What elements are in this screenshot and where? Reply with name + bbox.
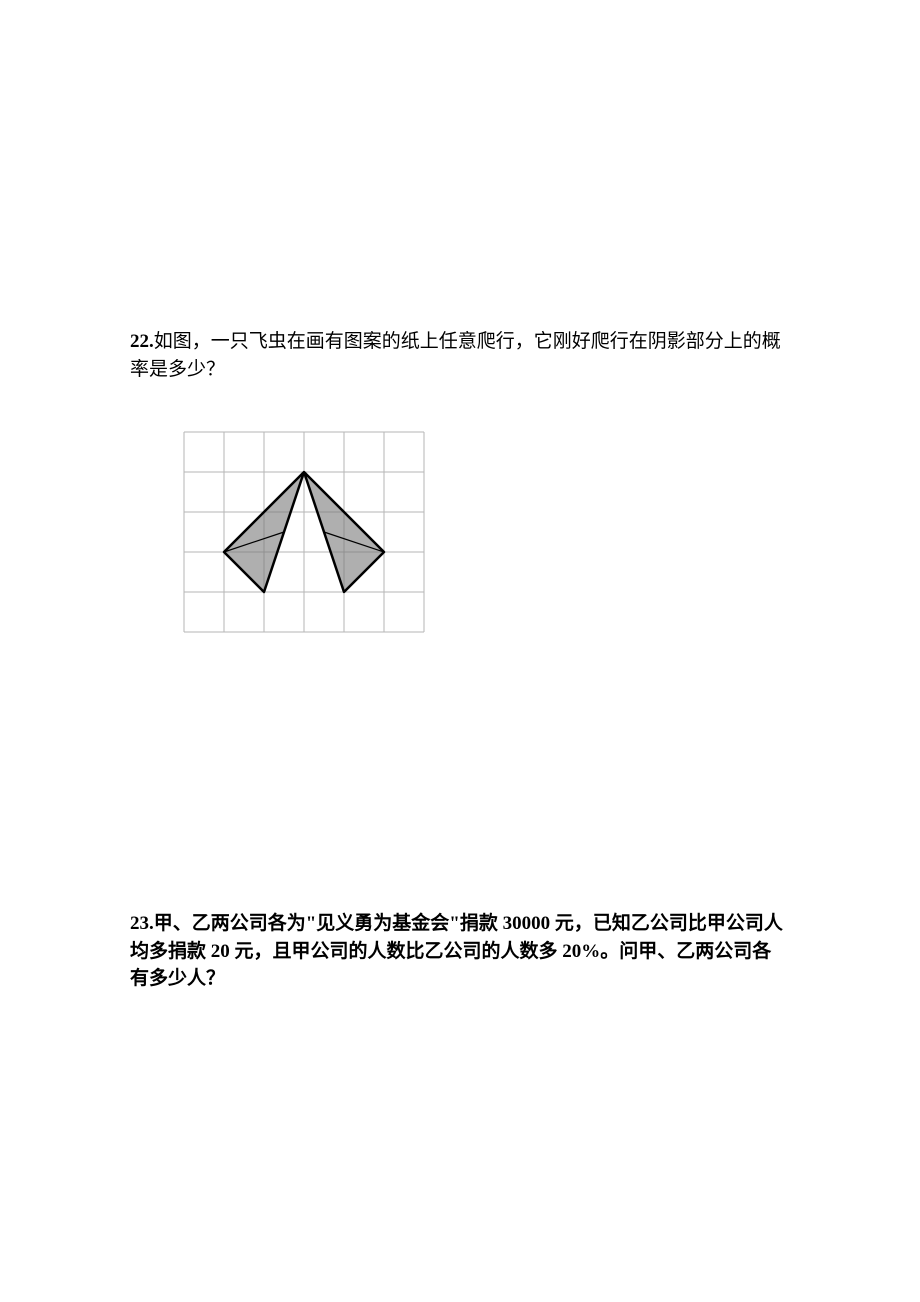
question-23: 23.甲、乙两公司各为"见义勇为基金会"捐款 30000 元，已知乙公司比甲公司… <box>130 910 790 993</box>
question-22-number: 22. <box>130 331 154 352</box>
question-23-text: 23.甲、乙两公司各为"见义勇为基金会"捐款 30000 元，已知乙公司比甲公司… <box>130 910 790 993</box>
diagram-svg <box>180 428 428 638</box>
diagram-grid <box>184 432 424 632</box>
q23-part-3: 20 <box>211 941 230 962</box>
q23-part-4: 元，且甲公司的人数比乙公司的人数多 <box>230 941 563 962</box>
q23-part-1: 30000 <box>503 913 551 934</box>
question-22-text: 22.如图，一只飞虫在画有图案的纸上任意爬行，它刚好爬行在阴影部分上的概率是多少… <box>130 328 790 383</box>
question-22-diagram <box>180 428 428 638</box>
question-23-number: 23. <box>130 913 154 934</box>
question-22-body: 如图，一只飞虫在画有图案的纸上任意爬行，它刚好爬行在阴影部分上的概率是多少？ <box>130 331 781 380</box>
question-22: 22.如图，一只飞虫在画有图案的纸上任意爬行，它刚好爬行在阴影部分上的概率是多少… <box>130 328 790 383</box>
q23-part-0: 甲、乙两公司各为"见义勇为基金会"捐款 <box>154 913 503 934</box>
q23-part-5: 20% <box>562 941 600 962</box>
